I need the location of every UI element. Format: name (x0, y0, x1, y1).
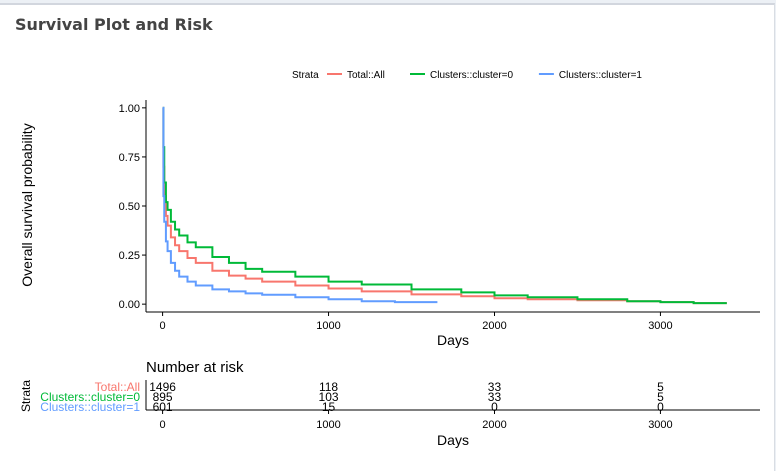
risk-cell: 895 (153, 390, 173, 404)
risk-cell: 0 (657, 400, 664, 414)
survival-curve (162, 106, 727, 305)
legend-title: Strata (292, 70, 319, 81)
y-axis-label: Overall survival probability (19, 123, 35, 286)
risk-x-tick-label: 1000 (316, 419, 340, 431)
risk-cell: 103 (319, 390, 339, 404)
legend-entry: Clusters::cluster=1 (559, 70, 643, 81)
risk-table-xlabel: Days (437, 432, 469, 448)
x-tick-label: 1000 (316, 320, 340, 332)
risk-row-label: Clusters::cluster=0 (40, 390, 140, 404)
risk-x-tick-label: 3000 (648, 419, 672, 431)
survival-curve (162, 106, 438, 304)
risk-cell: 5 (657, 380, 664, 394)
risk-cell: 5 (657, 390, 664, 404)
y-tick-label: 0.00 (119, 299, 140, 311)
risk-cell: 15 (322, 400, 336, 414)
survival-curve (162, 106, 727, 305)
x-tick-label: 2000 (482, 320, 506, 332)
chart-legend: Strata Total::All Clusters::cluster=0 Clus… (292, 70, 642, 81)
legend-entry: Clusters::cluster=0 (430, 70, 514, 81)
x-tick-label: 0 (160, 320, 166, 332)
risk-table-title: Number at risk (146, 359, 244, 376)
risk-cell: 118 (319, 380, 338, 394)
x-axis-label: Days (437, 332, 469, 348)
y-tick-label: 0.50 (119, 201, 140, 213)
risk-row-label: Clusters::cluster=1 (40, 400, 140, 414)
survival-panel: Survival Plot and Risk (0, 3, 775, 471)
panel-title: Survival Plot and Risk (15, 15, 213, 34)
y-tick-label: 0.75 (119, 152, 140, 164)
risk-cell: 1496 (149, 380, 176, 394)
x-tick-label: 3000 (648, 320, 672, 332)
y-tick-label: 1.00 (119, 103, 140, 115)
risk-table-ylabel: Strata (19, 380, 33, 412)
legend-entry: Total::All (347, 70, 385, 81)
risk-cell: 33 (488, 390, 502, 404)
risk-x-tick-label: 2000 (482, 419, 506, 431)
risk-x-tick-label: 0 (160, 419, 166, 431)
y-tick-label: 0.25 (119, 250, 140, 262)
risk-cell: 33 (488, 380, 502, 394)
risk-cell: 0 (491, 400, 498, 414)
risk-row-label: Total::All (95, 380, 140, 394)
risk-cell: 601 (153, 400, 173, 414)
